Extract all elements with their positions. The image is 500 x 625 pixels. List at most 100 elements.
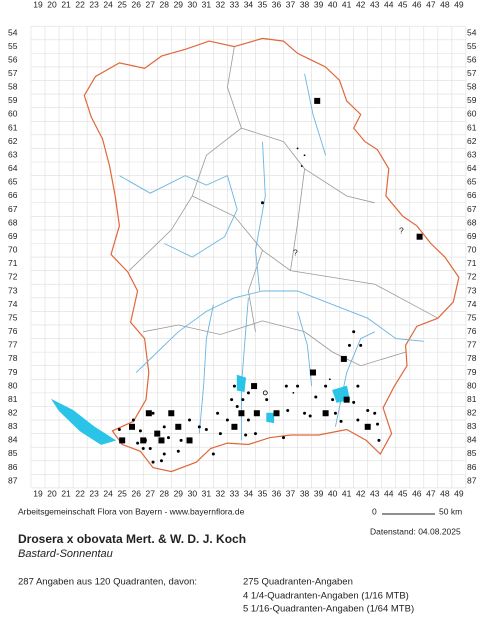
row-label: 76 <box>467 326 477 336</box>
row-label: 70 <box>467 245 477 255</box>
occurrence-dot <box>339 419 343 423</box>
occurrence-dot <box>176 449 180 453</box>
occurrence-dot <box>356 384 360 388</box>
row-label: 87 <box>8 475 18 485</box>
occurrence-dot <box>166 436 170 440</box>
occurrence-dot <box>162 452 166 456</box>
credit: Arbeitsgemeinschaft Flora von Bayern - w… <box>18 506 245 516</box>
column-label: 46 <box>412 488 422 498</box>
column-label: 27 <box>146 488 156 498</box>
occurrence-dot <box>179 438 183 442</box>
lake <box>236 374 247 392</box>
column-label: 25 <box>117 488 127 498</box>
district-border <box>290 168 305 271</box>
column-label: 37 <box>286 0 296 9</box>
state-border <box>83 37 460 473</box>
detail: 4 1/4-Quadranten-Angaben (1/16 MTB) <box>243 591 409 602</box>
occurrence-dot <box>331 398 335 402</box>
row-label: 81 <box>467 394 477 404</box>
occurrence-square <box>273 410 280 417</box>
row-label: 74 <box>467 299 477 309</box>
occurrence-dot <box>246 418 250 422</box>
column-label: 32 <box>216 0 226 9</box>
row-label: 87 <box>467 475 477 485</box>
row-label: 78 <box>467 353 477 363</box>
row-label: 62 <box>467 136 477 146</box>
column-label: 43 <box>370 488 380 498</box>
row-label: 79 <box>8 367 18 377</box>
occurrence-dot <box>373 411 377 415</box>
column-label: 24 <box>103 0 113 9</box>
row-label: 75 <box>467 312 477 322</box>
occurrence-dot <box>284 384 288 388</box>
column-label: 49 <box>454 0 464 9</box>
occurrence-square <box>119 437 126 444</box>
column-label: 28 <box>160 488 170 498</box>
occurrence-dot <box>352 330 356 334</box>
occurrence-square <box>364 423 371 430</box>
column-label: 36 <box>272 0 282 9</box>
row-label: 86 <box>467 462 477 472</box>
row-label: 57 <box>8 68 18 78</box>
row-label: 73 <box>8 285 18 295</box>
row-label: 60 <box>467 109 477 119</box>
row-label: 76 <box>8 326 18 336</box>
occurrence-square <box>251 383 258 390</box>
row-label: 61 <box>8 122 18 132</box>
column-label: 43 <box>370 0 380 9</box>
occurrence-square <box>416 233 423 240</box>
row-label: 86 <box>8 462 18 472</box>
column-label: 23 <box>89 0 99 9</box>
species-title: Drosera x obovata Mert. & W. D. J. Koch <box>18 532 246 546</box>
scale-start: 0 <box>372 506 377 516</box>
occurrence-dot <box>333 411 337 415</box>
row-label: 56 <box>8 54 18 64</box>
row-label: 77 <box>8 340 18 350</box>
occurrence-dot <box>216 411 220 415</box>
row-label: 64 <box>467 163 477 173</box>
column-label: 41 <box>342 0 352 9</box>
column-label: 21 <box>61 488 71 498</box>
row-label: 85 <box>8 448 18 458</box>
occurrence-dot <box>308 414 312 418</box>
column-label: 40 <box>328 0 338 9</box>
row-label: 69 <box>8 231 18 241</box>
occurrence-dot <box>260 201 264 205</box>
occurrence-dot <box>131 418 135 422</box>
row-label: 63 <box>467 149 477 159</box>
row-label: 72 <box>467 272 477 282</box>
occurrence-dot <box>159 459 163 463</box>
column-label: 20 <box>47 488 57 498</box>
row-label: 54 <box>8 27 18 37</box>
column-label: 42 <box>356 488 366 498</box>
occurrence-dot <box>197 425 201 429</box>
row-label: 56 <box>467 54 477 64</box>
row-label: 84 <box>467 435 477 445</box>
occurrence-dot <box>162 425 166 429</box>
occurrence-dot <box>230 398 234 402</box>
column-label: 21 <box>61 0 71 9</box>
row-label: 70 <box>8 245 18 255</box>
row-label: 67 <box>467 204 477 214</box>
column-label: 39 <box>314 0 324 9</box>
column-label: 42 <box>356 0 366 9</box>
occurrence-dot <box>324 384 328 388</box>
row-label: 55 <box>467 41 477 51</box>
occurrence-dot <box>148 447 152 451</box>
row-label: 60 <box>8 109 18 119</box>
column-label: 31 <box>202 488 212 498</box>
occurrence-dot <box>352 400 356 404</box>
column-label: 38 <box>300 488 310 498</box>
occurrence-dot <box>253 432 257 436</box>
column-label: 36 <box>272 488 282 498</box>
row-label: 64 <box>8 163 18 173</box>
column-label: 45 <box>398 488 408 498</box>
row-label: 80 <box>8 380 18 390</box>
row-label: 84 <box>8 435 18 445</box>
occurrence-dot <box>296 384 300 388</box>
occurrence-dot <box>377 438 381 442</box>
row-label: 82 <box>467 407 477 417</box>
column-label: 29 <box>174 488 184 498</box>
river <box>255 141 266 292</box>
